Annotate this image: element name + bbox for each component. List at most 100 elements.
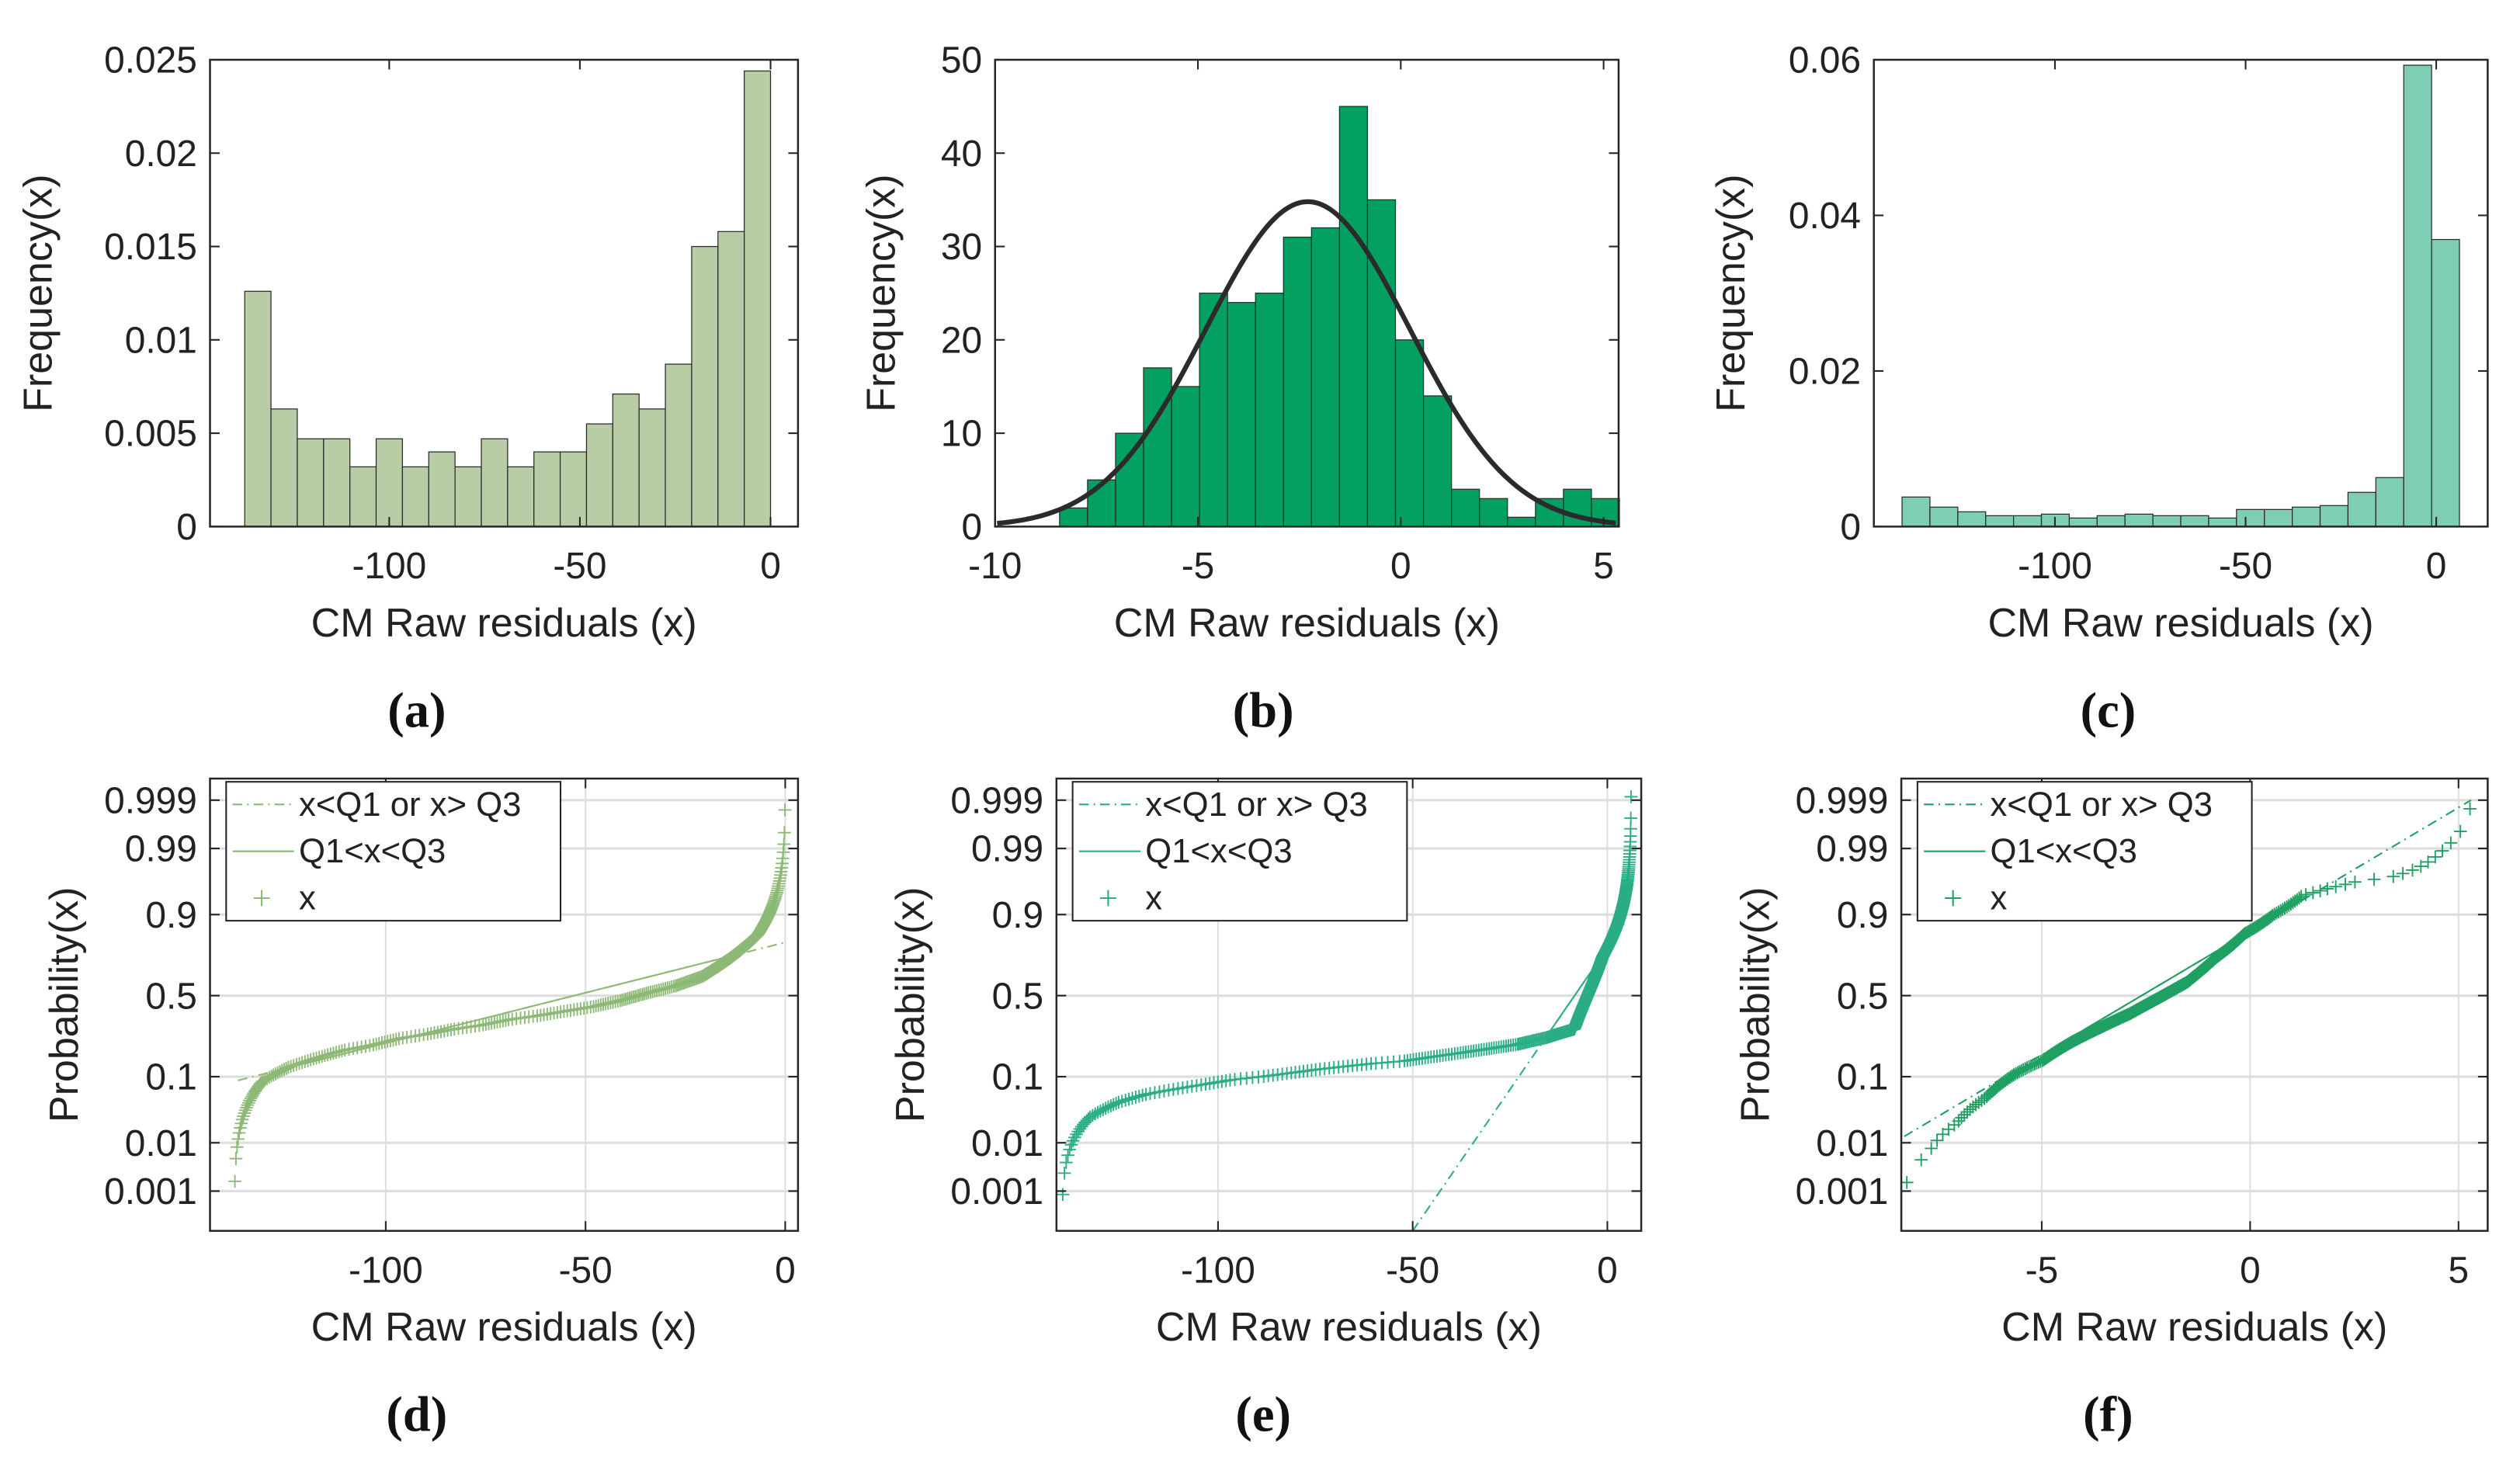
data-point <box>1091 1105 1105 1119</box>
x-tick-label: 5 <box>1593 546 1614 587</box>
data-point <box>2428 850 2442 864</box>
data-point <box>329 1046 343 1060</box>
data-point <box>1104 1099 1118 1112</box>
histogram-bar <box>1310 227 1341 528</box>
histogram-bar <box>1059 507 1088 528</box>
histogram-bar <box>244 290 272 528</box>
x-tick-label: -50 <box>553 546 606 587</box>
histogram-bar <box>1143 367 1172 528</box>
reference-line-inner <box>305 956 726 1064</box>
data-point <box>2293 891 2306 905</box>
y-tick-label: 0 <box>1840 507 1861 548</box>
histogram-bar <box>1171 386 1200 528</box>
x-tick-label: 0 <box>1597 1250 1618 1291</box>
data-point <box>335 1044 349 1057</box>
histogram-bar <box>297 438 325 528</box>
data-point <box>1126 1091 1139 1105</box>
data-point <box>1088 1107 1102 1121</box>
data-point <box>1936 1128 1949 1141</box>
data-point <box>246 1088 260 1101</box>
histogram-bar <box>1283 236 1312 528</box>
histogram-bar <box>507 466 535 528</box>
data-point <box>290 1057 304 1071</box>
data-point <box>1061 1148 1074 1162</box>
panel-c: -100 -50 0 0 0.02 0.04 0.06 CM Raw residuals (x… <box>1709 40 2489 737</box>
y-axis-label: Frequency(x) <box>16 174 61 411</box>
x-tick-label: 0 <box>2426 546 2447 587</box>
y-tick-label: 0.99 <box>1816 829 1888 870</box>
histogram-bar <box>2403 64 2432 528</box>
histogram-bar <box>1338 106 1369 528</box>
data-point <box>1914 1153 1928 1167</box>
axes-frame <box>1055 777 1643 1232</box>
data-point <box>2313 884 2327 897</box>
normal-fit-curve <box>997 199 1616 526</box>
y-tick-label: 0.005 <box>104 414 197 455</box>
x-tick-label: -5 <box>1182 546 1215 587</box>
histogram-bar <box>428 451 456 528</box>
x-tick-label: -10 <box>968 546 1022 587</box>
y-tick-label: 0.001 <box>104 1171 197 1212</box>
data-point <box>284 1060 297 1074</box>
data-point <box>1070 1127 1083 1141</box>
x-tick-label: 0 <box>2240 1250 2261 1291</box>
data-point <box>1136 1088 1150 1102</box>
panel-a: -100 -50 0 0 0.005 0.01 0.015 0.02 0.025 CM Raw r… <box>16 40 800 737</box>
histogram-bar <box>1479 498 1508 528</box>
data-point <box>2367 872 2381 886</box>
data-point <box>298 1055 312 1068</box>
x-tick-label: -100 <box>349 1250 423 1291</box>
data-point <box>1119 1093 1132 1107</box>
data-point <box>778 826 791 840</box>
y-tick-label: 40 <box>941 134 982 175</box>
data-point <box>321 1048 335 1062</box>
histogram-bar <box>2068 517 2098 528</box>
data-point <box>1083 1110 1097 1124</box>
histogram-bar <box>323 438 351 528</box>
x-tick-label: 0 <box>775 1250 796 1291</box>
panel-d: -100 -50 0 0.001 0.01 0.1 0.5 0.9 0.99 0.999 CM Ra… <box>42 777 800 1442</box>
data-point <box>1122 1092 1136 1106</box>
histogram-bar <box>375 438 404 528</box>
y-tick-label: 0.01 <box>1816 1123 1888 1164</box>
histogram-bar <box>2180 515 2209 528</box>
legend-entry: x <box>1145 879 1162 918</box>
histogram-bar <box>559 451 588 528</box>
data-point <box>2386 869 2400 883</box>
data-point <box>231 1133 245 1146</box>
histogram-bar <box>1451 488 1480 528</box>
histogram-bar <box>2347 491 2376 528</box>
data-point <box>286 1059 300 1072</box>
histogram-bar <box>1985 515 2015 528</box>
histogram-bar <box>1115 432 1144 528</box>
histogram-bar <box>638 408 666 528</box>
data-point <box>229 1152 243 1165</box>
histogram-bar <box>665 363 692 528</box>
histogram-bar <box>1957 511 1987 528</box>
y-tick-label: 0 <box>176 507 197 548</box>
y-tick-label: 0.04 <box>1789 196 1861 237</box>
axes-frame <box>994 58 1620 528</box>
legend-entry: Q1<x<Q3 <box>1991 832 2137 870</box>
histogram-bar <box>349 466 377 528</box>
y-tick-label: 0.5 <box>992 976 1044 1017</box>
histogram-bar <box>2431 238 2460 528</box>
histogram-bar <box>2208 517 2237 528</box>
y-tick-label: 0.5 <box>145 976 197 1017</box>
y-tick-label: 0.9 <box>992 895 1044 936</box>
histogram-bar <box>270 408 298 528</box>
histogram-bar <box>2236 508 2265 528</box>
legend-entry: x<Q1 or x> Q3 <box>1145 786 1368 824</box>
legend: x<Q1 or x> Q3 Q1<x<Q3 x <box>1071 781 1408 922</box>
y-tick-label: 0.999 <box>1796 780 1889 821</box>
y-tick-label: 0.99 <box>125 829 197 870</box>
x-axis-label: CM Raw residuals (x) <box>311 601 697 646</box>
y-tick-label: 0.06 <box>1789 40 1861 82</box>
histogram-bar <box>2152 515 2182 528</box>
data-point <box>304 1053 318 1067</box>
data-point <box>1115 1094 1129 1108</box>
panel-e: -100 -50 0 0.001 0.01 0.1 0.5 0.9 0.99 0.999 CM Ra… <box>888 777 1643 1442</box>
y-tick-label: 0.02 <box>125 134 197 175</box>
y-axis-label: Frequency(x) <box>859 174 904 411</box>
histogram-bar <box>1507 516 1536 528</box>
